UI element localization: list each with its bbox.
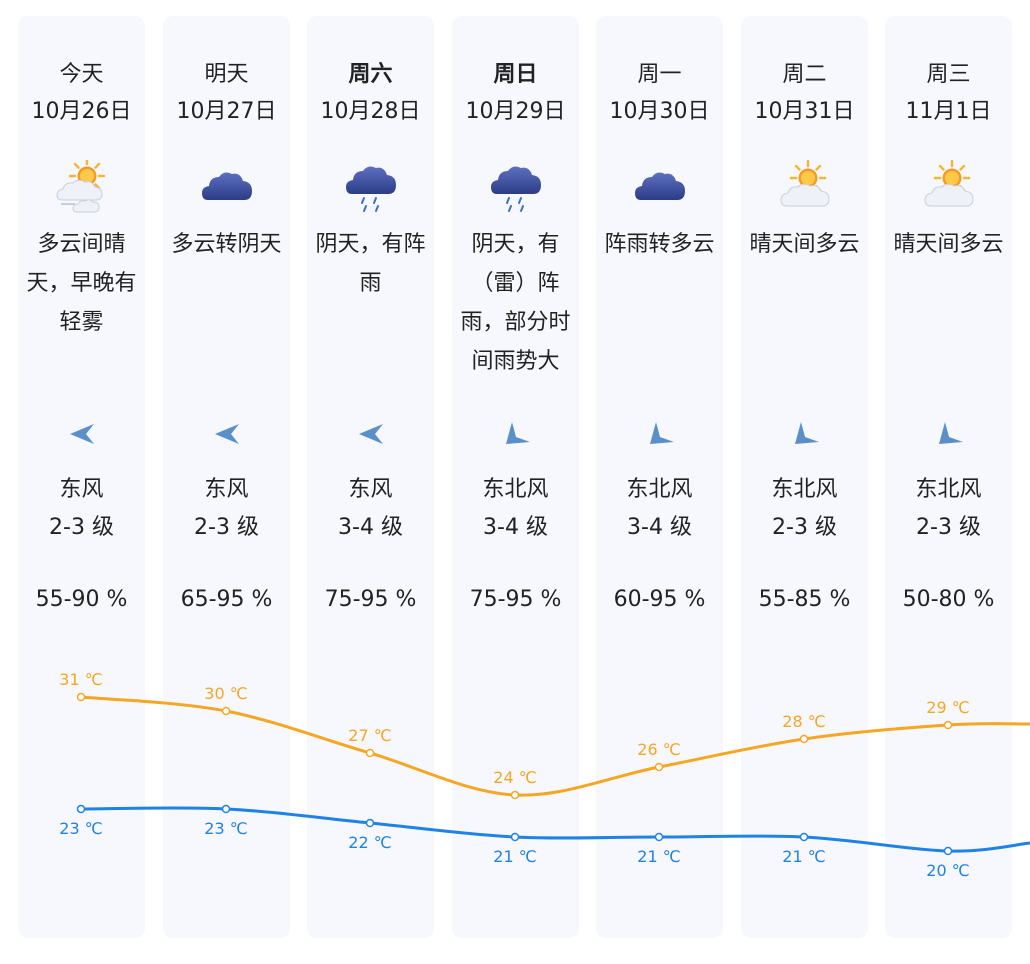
date-label: 10月30日: [609, 99, 710, 124]
wind-direction: 东北风: [771, 477, 838, 502]
sunny-cloudy-icon: [922, 159, 976, 214]
cloudy-sunny-fog-icon: [55, 157, 109, 214]
humidity-range: 75-95 %: [469, 587, 562, 612]
day-label: 周六: [348, 62, 393, 87]
humidity-range: 75-95 %: [324, 587, 417, 612]
weather-description: 阴天，有 （雷）阵雨，部分时间雨势大: [453, 225, 578, 381]
day-label: 周二: [782, 62, 827, 87]
date-label: 10月31日: [754, 99, 855, 124]
day-label: 周日: [493, 62, 538, 87]
date-label: 10月27日: [176, 99, 277, 124]
wind-level: 2-3 级: [916, 515, 981, 540]
weather-description-line: 多云转阴天: [171, 232, 282, 257]
wind-northeast-arrow-icon: [791, 420, 819, 448]
forecast-day-card: 周日 10月29日 阴天，有 （雷）阵雨，部分时间雨势大 东北风 3-4 级 75…: [452, 16, 579, 938]
wind-direction: 东北风: [626, 477, 693, 502]
wind-east-arrow-icon: [213, 420, 241, 448]
day-label: 今天: [59, 62, 104, 87]
sunny-cloudy-icon: [778, 159, 832, 214]
weather-description: 晴天间多云: [886, 225, 1011, 264]
wind-direction: 东风: [204, 477, 249, 502]
wind-level: 3-4 级: [338, 515, 403, 540]
day-label: 周三: [926, 62, 971, 87]
weather-description: 晴天间多云: [742, 225, 867, 264]
wind-direction: 东风: [59, 477, 104, 502]
wind-direction: 东北风: [915, 477, 982, 502]
weather-description: 多云间晴天，早晚有轻雾: [19, 225, 144, 342]
weather-description-line: 间雨势大: [471, 349, 560, 374]
weather-description-line: 雨，部分时: [460, 310, 571, 335]
rain-cloud-icon: [344, 160, 398, 214]
humidity-range: 65-95 %: [180, 587, 273, 612]
wind-east-arrow-icon: [68, 420, 96, 448]
wind-level: 2-3 级: [49, 515, 114, 540]
wind-northeast-arrow-icon: [935, 420, 963, 448]
weather-description-line: 多云间晴: [37, 232, 126, 257]
weather-description-line: 轻雾: [59, 310, 104, 335]
wind-direction: 东风: [348, 477, 393, 502]
forecast-day-card: 周一 10月30日 阵雨转多云 东北风 3-4 级 60-95 %: [596, 16, 723, 938]
wind-direction: 东北风: [482, 477, 549, 502]
forecast-day-card: 今天 10月26日 多云间晴天，早晚有轻雾 东风 2-3 级 55-90 %: [18, 16, 145, 938]
forecast-day-card: 周六 10月28日 阴天，有阵雨 东风 3-4 级 75-95 %: [307, 16, 434, 938]
humidity-range: 60-95 %: [613, 587, 706, 612]
forecast-day-card: 周二 10月31日 晴天间多云 东北风 2-3 级 55-85 %: [741, 16, 868, 938]
wind-east-arrow-icon: [357, 420, 385, 448]
weather-description-line: 阴天，有: [471, 232, 560, 257]
humidity-range: 55-90 %: [35, 587, 128, 612]
weather-description-line: 阵雨转多云: [604, 232, 715, 257]
weather-description-line: 天，早晚有: [26, 271, 137, 296]
day-label: 明天: [204, 62, 249, 87]
forecast-day-card: 明天 10月27日 多云转阴天 东风 2-3 级 65-95 %: [163, 16, 290, 938]
weather-description-line: （雷）阵: [471, 271, 560, 296]
date-label: 10月29日: [465, 99, 566, 124]
rain-cloud-icon: [489, 160, 543, 214]
humidity-range: 50-80 %: [902, 587, 995, 612]
weather-description-line: 雨: [359, 271, 382, 296]
weather-description-line: 晴天间多云: [893, 232, 1004, 257]
overcast-cloud-icon: [633, 160, 687, 214]
weather-description: 多云转阴天: [164, 225, 289, 264]
date-label: 10月26日: [31, 99, 132, 124]
wind-northeast-arrow-icon: [646, 420, 674, 448]
day-label: 周一: [637, 62, 682, 87]
wind-northeast-arrow-icon: [502, 420, 530, 448]
humidity-range: 55-85 %: [758, 587, 851, 612]
date-label: 10月28日: [320, 99, 421, 124]
weather-description-line: 阴天，有阵: [315, 232, 426, 257]
weather-description: 阴天，有阵雨: [308, 225, 433, 303]
wind-level: 3-4 级: [627, 515, 692, 540]
wind-level: 2-3 级: [772, 515, 837, 540]
wind-level: 3-4 级: [483, 515, 548, 540]
wind-level: 2-3 级: [194, 515, 259, 540]
weather-description: 阵雨转多云: [597, 225, 722, 264]
forecast-day-card: 周三 11月1日 晴天间多云 东北风 2-3 级 50-80 %: [885, 16, 1012, 938]
weather-description-line: 晴天间多云: [749, 232, 860, 257]
date-label: 11月1日: [905, 99, 992, 124]
overcast-cloud-icon: [200, 160, 254, 214]
